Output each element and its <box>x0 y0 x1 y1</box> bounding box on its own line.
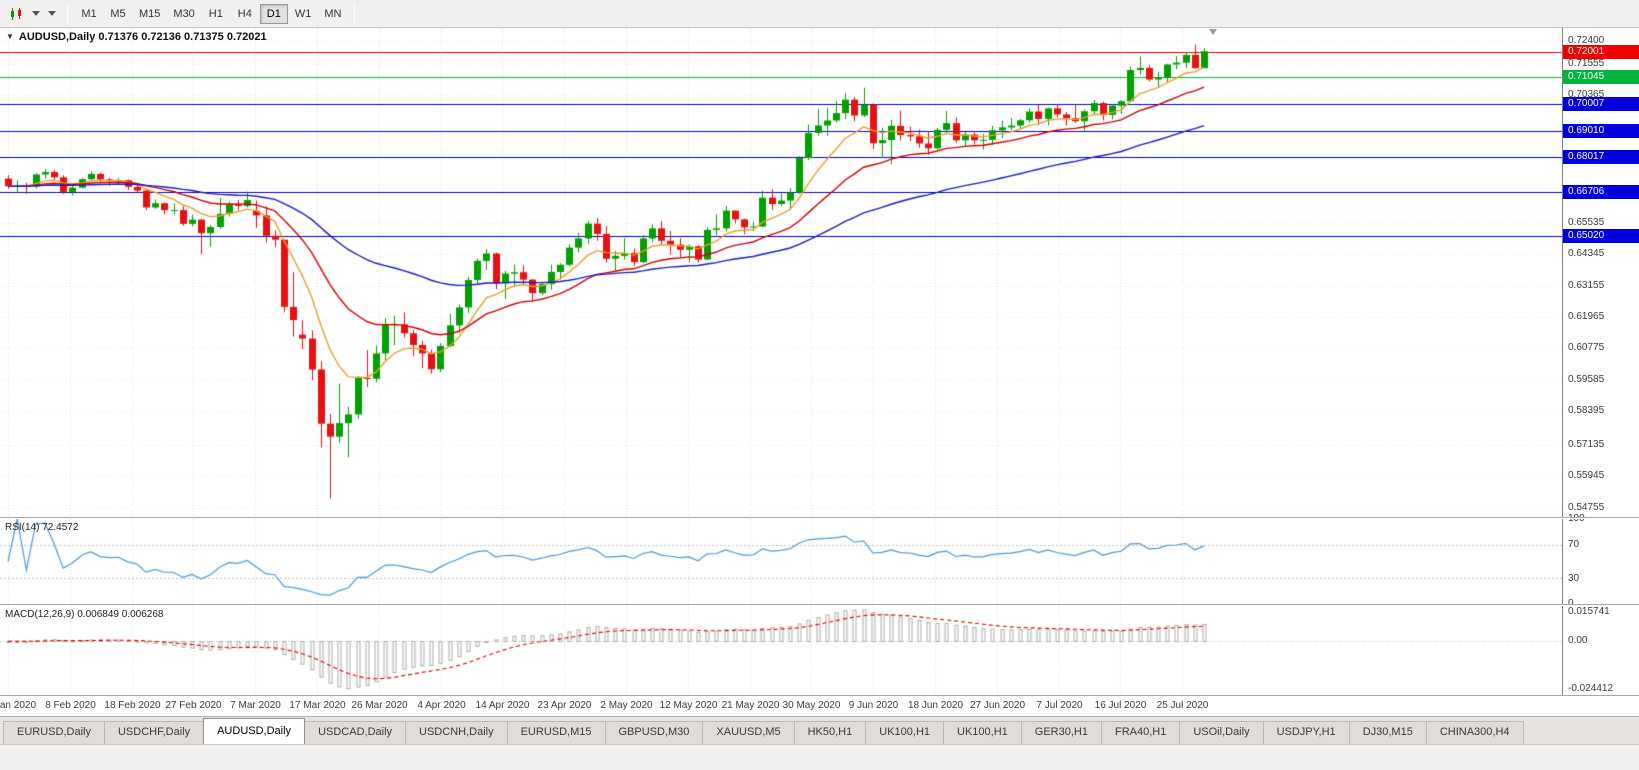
date-axis-label: 9 Jun 2020 <box>848 700 899 711</box>
rsi-axis-label: 70 <box>1568 538 1580 550</box>
main-chart-canvas[interactable] <box>0 28 1562 517</box>
price-axis-label: 0.63155 <box>1568 279 1605 291</box>
date-axis-label: 25 Jul 2020 <box>1156 700 1209 711</box>
top-toolbar: M1 M5 M15 M30 H1 H4 D1 W1 MN <box>0 0 1639 28</box>
price-axis-label: 0.70365 <box>1568 89 1605 100</box>
price-axis-label: 0.57135 <box>1568 438 1605 450</box>
date-axis-label: 7 Jul 2020 <box>1036 700 1083 711</box>
chart-tab-usdcnh-daily[interactable]: USDCNH,Daily <box>405 721 508 744</box>
chart-tab-uk100-h1[interactable]: UK100,H1 <box>943 721 1022 744</box>
status-bar <box>0 744 1639 770</box>
date-axis-label: 27 Jun 2020 <box>969 700 1026 711</box>
date-axis[interactable]: 30 Jan 2020 8 Feb 2020 18 Feb 2020 27 Feb 2… <box>0 695 1639 716</box>
price-line-badge: 0.66706 <box>1563 184 1639 199</box>
indicators-caret-icon[interactable] <box>48 11 56 16</box>
date-axis-label: 18 Feb 2020 <box>104 700 161 711</box>
price-line-badge: 0.65020 <box>1563 229 1639 244</box>
price-line-badge: 0.70007 <box>1563 97 1639 112</box>
chart-tab-bar: EURUSD,Daily USDCHF,Daily AUDUSD,Daily USDC… <box>0 716 1639 744</box>
price-line-badge: 0.71045 <box>1563 70 1639 85</box>
date-axis-label: 2 May 2020 <box>600 700 653 711</box>
chart-tab-fra40-h1[interactable]: FRA40,H1 <box>1100 721 1181 744</box>
chart-shift-marker-icon[interactable] <box>1209 29 1217 35</box>
date-axis-label: 30 Jan 2020 <box>0 700 37 711</box>
date-axis-label: 27 Feb 2020 <box>165 700 222 711</box>
chart-tab-usdcad-daily[interactable]: USDCAD,Daily <box>304 721 407 744</box>
panel-splitter[interactable] <box>0 604 1639 606</box>
chart-tab-usdchf-daily[interactable]: USDCHF,Daily <box>103 721 205 744</box>
chart-tab-eurusd-m15[interactable]: EURUSD,M15 <box>506 721 606 744</box>
toolbar-separator <box>67 3 68 24</box>
rsi-canvas[interactable] <box>0 519 1562 604</box>
macd-axis-label: 0.015741 <box>1568 606 1610 617</box>
price-line-badge: 0.68017 <box>1563 150 1639 165</box>
date-axis-label: 8 Feb 2020 <box>45 700 96 711</box>
timeframe-button-h1[interactable]: H1 <box>208 7 223 20</box>
rsi-axis-label: 30 <box>1568 572 1580 584</box>
timeframe-button-m1[interactable]: M1 <box>81 7 97 20</box>
price-axis-label: 0.64345 <box>1568 248 1605 260</box>
date-axis-label: 14 Apr 2020 <box>475 700 530 711</box>
date-axis-label: 12 May 2020 <box>659 700 718 711</box>
chart-tab-gbpusd-m30[interactable]: GBPUSD,M30 <box>604 721 704 744</box>
macd-axis-label: -0.024412 <box>1568 683 1614 694</box>
price-axis-label: 0.58395 <box>1568 405 1605 417</box>
chart-tab-uk100-h1[interactable]: UK100,H1 <box>865 721 945 744</box>
timeframe-button-m15[interactable]: M15 <box>139 7 161 20</box>
chart-ohlc-header: ▼ AUDUSD,Daily 0.71376 0.72136 0.71375 0… <box>6 31 267 43</box>
date-axis-label: 21 May 2020 <box>721 700 780 711</box>
rsi-indicator-label: RSI(14) 72.4572 <box>5 522 79 533</box>
one-click-collapse-icon[interactable]: ▼ <box>6 32 14 41</box>
chart-tab-hk50-h1[interactable]: HK50,H1 <box>793 721 867 744</box>
chart-type-caret-icon[interactable] <box>32 11 40 16</box>
price-axis-label: 0.71555 <box>1568 57 1605 69</box>
chart-plot-area[interactable]: ▼ AUDUSD,Daily 0.71376 0.72136 0.71375 0… <box>0 28 1562 695</box>
chart-tab-dj30-m15[interactable]: DJ30,M15 <box>1348 721 1427 744</box>
macd-axis-label: 0.00 <box>1568 635 1588 647</box>
price-axis-label: 0.72400 <box>1568 35 1605 47</box>
timeframe-button-m5[interactable]: M5 <box>110 7 126 20</box>
date-axis-label: 30 May 2020 <box>782 700 841 711</box>
candlestick-chart-icon <box>11 7 21 20</box>
date-axis-label: 16 Jul 2020 <box>1094 700 1147 711</box>
chart-tab-china300-h4[interactable]: CHINA300,H4 <box>1425 721 1524 744</box>
chart-tab-usdjpy-h1[interactable]: USDJPY,H1 <box>1262 721 1350 744</box>
price-axis-label: 0.59585 <box>1568 373 1605 385</box>
timeframe-button-mn[interactable]: MN <box>324 7 342 20</box>
rsi-axis-label: 100 <box>1568 513 1585 525</box>
chart-tab-ger30-h1[interactable]: GER30,H1 <box>1020 721 1102 744</box>
rsi-axis-label: 0 <box>1568 598 1574 610</box>
date-axis-label: 4 Apr 2020 <box>417 700 466 711</box>
price-axis-label: 0.65535 <box>1568 216 1605 228</box>
date-axis-label: 26 Mar 2020 <box>351 700 408 711</box>
timeframe-button-w1[interactable]: W1 <box>294 7 312 20</box>
timeframe-buttons: M1 M5 M15 M30 H1 H4 D1 W1 MN <box>75 3 347 24</box>
toolbar-separator <box>354 3 356 24</box>
macd-canvas[interactable] <box>0 606 1562 695</box>
date-axis-label: 18 Jun 2020 <box>907 700 964 711</box>
macd-indicator-label: MACD(12,26,9) 0.006849 0.006268 <box>5 609 164 620</box>
date-axis-label: 17 Mar 2020 <box>289 700 346 711</box>
date-axis-label: 7 Mar 2020 <box>230 700 281 711</box>
price-axis[interactable]: 0.72400 0.71555 0.70365 0.65535 0.64345 0.631… <box>1562 28 1639 695</box>
timeframe-button-d1[interactable]: D1 <box>259 3 288 24</box>
chart-type-icon[interactable] <box>6 4 28 24</box>
chart-tab-audusd-daily[interactable]: AUDUSD,Daily <box>203 718 306 744</box>
price-axis-label: 0.54755 <box>1568 501 1605 513</box>
price-axis-label: 0.55945 <box>1568 470 1605 482</box>
panel-splitter[interactable] <box>0 517 1639 519</box>
price-axis-label: 0.61965 <box>1568 311 1605 323</box>
price-line-badge: 0.72001 <box>1563 44 1639 59</box>
chart-tab-eurusd-daily[interactable]: EURUSD,Daily <box>3 721 105 744</box>
timeframe-button-m30[interactable]: M30 <box>173 7 195 20</box>
date-axis-label: 23 Apr 2020 <box>537 700 592 711</box>
price-line-badge: 0.69010 <box>1563 123 1639 138</box>
price-axis-label: 0.60775 <box>1568 342 1605 354</box>
chart-title-ohlc: AUDUSD,Daily 0.71376 0.72136 0.71375 0.7… <box>18 31 267 43</box>
chart-tab-xauusd-m5[interactable]: XAUUSD,M5 <box>702 721 795 744</box>
timeframe-button-h4[interactable]: H4 <box>237 7 252 20</box>
chart-tab-usoil-daily[interactable]: USOil,Daily <box>1179 721 1264 744</box>
